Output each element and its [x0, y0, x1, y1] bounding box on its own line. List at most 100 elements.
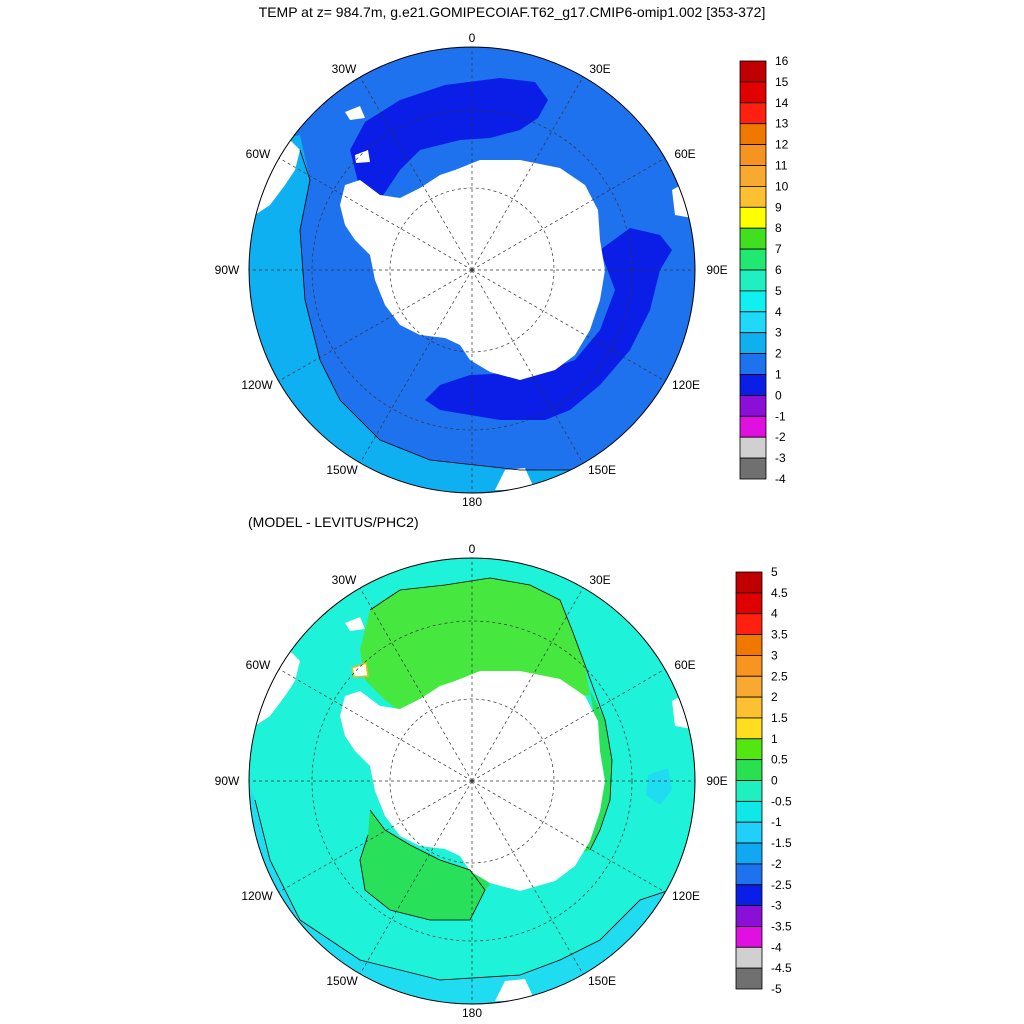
bottom-colorbar-box [735, 675, 763, 698]
bottom-colorbar-label: -3 [771, 899, 782, 913]
bottom-lon-label-60e: 60E [674, 658, 695, 672]
bottom-colorbar-box [735, 842, 763, 865]
bottom-green-west [360, 810, 485, 920]
top-colorbar-label: 11 [775, 159, 788, 173]
top-colorbar-label: -2 [775, 430, 786, 444]
top-colorbar-label: -1 [775, 409, 786, 423]
bottom-contour-lines [254, 577, 695, 981]
top-colorbar-box [739, 144, 767, 166]
top-colorbar-box [739, 60, 767, 83]
bottom-lon-label-150w: 150W [326, 974, 358, 988]
bottom-colorbar-label: -1.5 [771, 836, 792, 850]
bottom-cool-patch-east [646, 768, 672, 805]
top-colorbar-label: 1 [775, 368, 782, 382]
top-colorbar-box [739, 165, 767, 187]
bottom-colorbar-box [735, 571, 763, 594]
bottom-colorbar-box [735, 696, 763, 719]
bottom-lon-label-60w: 60W [246, 658, 271, 672]
bottom-lon-label-30w: 30W [332, 573, 357, 587]
bottom-colorbar-label: -4.5 [771, 961, 792, 975]
top-colorbar-box [739, 332, 767, 355]
top-colorbar-box [739, 123, 767, 145]
bottom-colorbar-label: 3 [771, 648, 778, 662]
bottom-colorbar-box [735, 613, 763, 635]
top-colorbar-box [739, 248, 767, 271]
top-colorbar-label: 16 [775, 54, 789, 68]
bottom-colorbar-label: -2 [771, 857, 782, 871]
top-warm-band [249, 135, 695, 493]
top-lon-label-180: 180 [462, 495, 482, 509]
bottom-colorbar-label: 3.5 [771, 628, 788, 642]
bottom-land-patch-top [345, 617, 365, 631]
bottom-colorbar-box [735, 759, 763, 781]
top-colorbar-label: 14 [775, 96, 789, 110]
bottom-colorbar-label: 0.5 [771, 753, 788, 767]
top-colorbar-label: -4 [775, 472, 786, 486]
top-cold-east [425, 228, 672, 420]
bottom-colorbar-box [735, 926, 763, 948]
top-lon-label-60e: 60E [674, 147, 695, 161]
top-graticule [249, 47, 695, 493]
top-colorbar-label: 0 [775, 388, 782, 402]
top-map-border [248, 46, 696, 494]
top-colorbar-box [739, 206, 767, 229]
bottom-colorbar-box [735, 821, 763, 844]
top-colorbar-box [739, 457, 767, 480]
bottom-lon-label-120e: 120E [672, 889, 700, 903]
bottom-colorbar-box [735, 967, 763, 990]
top-colorbar-box [739, 311, 767, 334]
top-colorbar-box [739, 290, 767, 313]
top-colorbar-box [739, 227, 767, 250]
bottom-colorbar-box [735, 634, 763, 656]
top-colorbar-label: 4 [775, 305, 782, 319]
bottom-colorbar: 5 4.5 4 3.5 3 2.5 2 1.5 1 0.5 0 -0.5 -1 -1.5 -2 -2.5 -3 -… [735, 565, 792, 996]
top-lon-label-120w: 120W [241, 378, 273, 392]
bottom-polar-map: 0 30E 60E 90E 120E 150E 180 150W 120W 90… [215, 542, 728, 1020]
bottom-lon-label-0: 0 [469, 542, 476, 556]
top-colorbar-label: -3 [775, 451, 786, 465]
top-colorbar-box [739, 394, 767, 417]
bottom-colorbar-label: 1.5 [771, 711, 788, 725]
top-colorbar-label: 10 [775, 179, 789, 193]
top-lon-label-150w: 150W [326, 463, 358, 477]
bottom-colorbar-box [735, 905, 763, 927]
top-lon-label-90w: 90W [215, 263, 240, 277]
bottom-colorbar-box [735, 800, 763, 823]
top-colorbar-box [739, 81, 767, 104]
bottom-panel-subtitle: (MODEL - LEVITUS/PHC2) [248, 514, 419, 530]
bottom-lon-label-120w: 120W [241, 889, 273, 903]
bottom-colorbar-box [735, 592, 763, 615]
top-lon-label-60w: 60W [246, 147, 271, 161]
top-colorbar-label: 6 [775, 263, 782, 277]
top-lon-label-120e: 120E [672, 378, 700, 392]
bottom-colorbar-label: -0.5 [771, 794, 792, 808]
bottom-colorbar-label: -2.5 [771, 878, 792, 892]
bottom-colorbar-box [735, 946, 763, 969]
top-land-patch-bottom [495, 468, 535, 490]
bottom-lon-label-150e: 150E [588, 974, 616, 988]
top-colorbar-label: 15 [775, 75, 789, 89]
top-lon-label-30e: 30E [589, 62, 610, 76]
top-colorbar-label: 3 [775, 326, 782, 340]
top-polar-map: 0 30E 60E 90E 120E 150E 180 150W 120W 90… [215, 31, 728, 509]
bottom-lon-label-90e: 90E [706, 774, 727, 788]
bottom-colorbar-label: 4 [771, 607, 778, 621]
top-colorbar-label: 7 [775, 242, 782, 256]
bottom-colorbar-label: 0 [771, 774, 778, 788]
bottom-lon-label-30e: 30E [589, 573, 610, 587]
bottom-graticule [249, 558, 695, 1004]
bottom-map-border [248, 557, 696, 1005]
bottom-lon-label-90w: 90W [215, 774, 240, 788]
bottom-colorbar-box [735, 780, 763, 802]
top-colorbar-box [739, 269, 767, 292]
bottom-colorbar-box [735, 884, 763, 907]
top-colorbar-box [739, 185, 767, 208]
top-land-patch-small [355, 150, 370, 163]
top-colorbar-label: 12 [775, 138, 789, 152]
bottom-colorbar-label: 5 [771, 565, 778, 579]
bottom-colorbar-label: 1 [771, 732, 778, 746]
top-colorbar-box [739, 374, 767, 396]
top-land-patch-top [345, 106, 365, 120]
